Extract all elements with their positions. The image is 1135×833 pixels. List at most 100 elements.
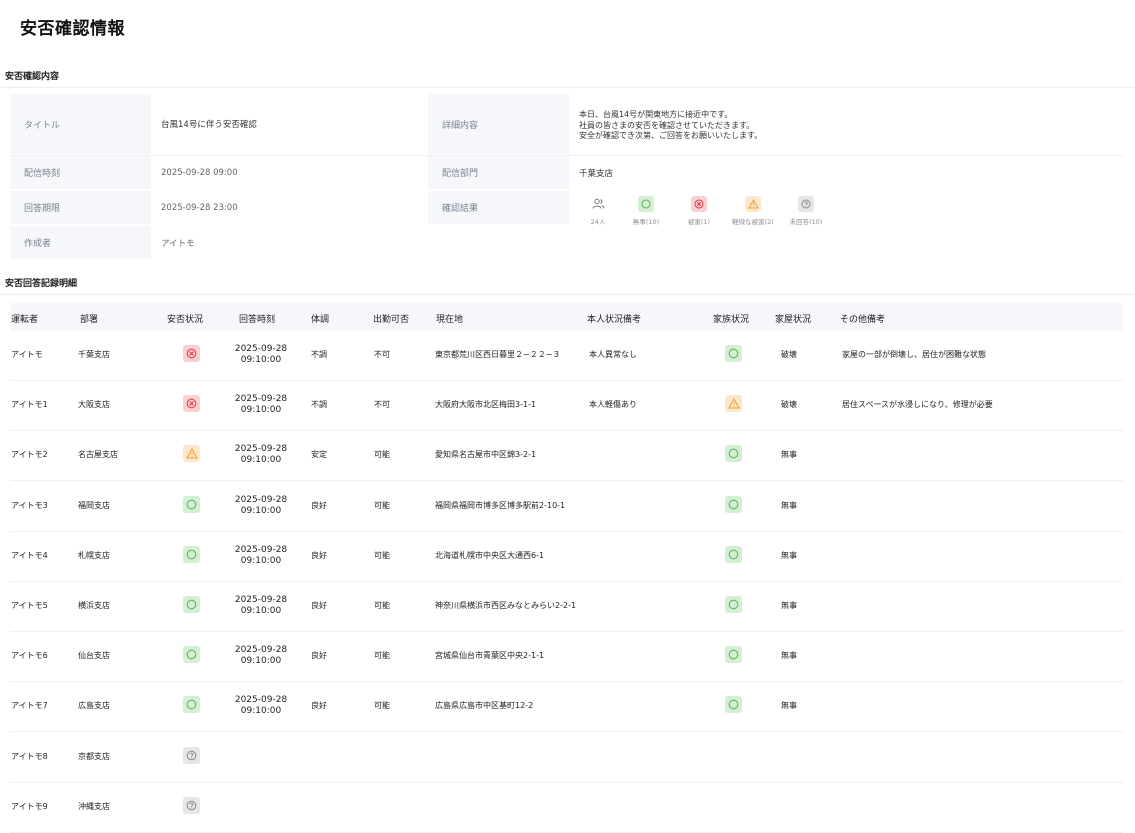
divider: [0, 87, 1135, 88]
safe-circle-icon: [183, 696, 200, 714]
stat-unanswered: 未回答(10): [781, 196, 831, 226]
table-header: 運転者 部署 安否状況 回答時刻 体調 出勤可否 現在地 本人状況備考 家族状況…: [10, 303, 1123, 331]
author-label: 作成者: [10, 226, 151, 259]
self-note-cell: 本人異常なし: [589, 350, 637, 359]
table-row: アイトモ5 横浜支店 2025-09-28 09:10:00 良好 可能 神奈川県横浜市西区…: [10, 582, 1123, 632]
location-cell: 大阪府大阪市北区梅田3-1-1: [435, 400, 537, 410]
dept-cell: 横浜支店: [78, 601, 110, 610]
section-title-content: 安否確認内容: [5, 72, 60, 82]
health-cell: 良好: [311, 601, 327, 610]
col-house: 家屋状況: [775, 315, 812, 325]
minor-warning-icon: [725, 395, 742, 413]
location-cell: 東京都荒川区西日暮里２−２２−３: [435, 350, 561, 359]
house-cell: 無事: [781, 601, 797, 610]
time-cell: 2025-09-28 09:10:00: [234, 394, 288, 416]
house-cell: 無事: [781, 550, 797, 560]
table-row: アイトモ8 京都支店: [10, 733, 1123, 783]
location-cell: 北海道札幌市中央区大通西6-1: [435, 550, 545, 560]
table-row: アイトモ7 広島支店 2025-09-28 09:10:00 良好 可能 広島県広島市中区基…: [10, 682, 1123, 733]
stat-label: 被害(1): [687, 218, 711, 226]
divider: [10, 155, 1123, 156]
minor-warning-icon: [183, 445, 200, 463]
stat-label: 24人: [590, 218, 606, 226]
table-row: アイトモ 千葉支店 2025-09-28 09:10:00 不調 不可 東京都荒川区西日暮里…: [10, 331, 1123, 381]
safe-circle-icon: [725, 445, 742, 463]
safe-circle-icon: [183, 646, 200, 664]
other-note-cell: 家屋の一部が倒壊し、居住が困難な状態: [842, 350, 986, 359]
attend-cell: 不可: [374, 350, 390, 359]
driver-cell: アイトモ: [11, 350, 43, 359]
house-cell: 無事: [781, 500, 797, 510]
table-row: アイトモ2 名古屋支店 2025-09-28 09:10:00 安定 可能 愛知県名古屋市中…: [10, 431, 1123, 482]
location-cell: 広島県広島市中区基町12-2: [435, 701, 534, 711]
col-other: その他備考: [840, 315, 886, 325]
dept-cell: 広島支店: [78, 701, 110, 711]
location-cell: 愛知県名古屋市中区錦3-2-1: [435, 450, 537, 460]
page-title: 安否確認情報: [20, 19, 125, 39]
author-value: アイトモ: [161, 238, 195, 249]
driver-cell: アイトモ7: [11, 701, 48, 711]
unanswered-question-icon: [183, 746, 200, 764]
health-cell: 良好: [311, 701, 327, 711]
dept-cell: 仙台支店: [78, 651, 110, 661]
health-cell: 不調: [311, 350, 327, 359]
users-icon: [590, 196, 606, 212]
deadline-value: 2025-09-28 23:00: [161, 202, 238, 213]
driver-cell: アイトモ4: [11, 550, 48, 560]
sent-time-label: 配信時刻: [10, 156, 151, 189]
col-dept: 部署: [80, 315, 99, 325]
driver-cell: アイトモ6: [11, 651, 48, 661]
dept-cell: 名古屋支店: [78, 450, 118, 460]
info-panel: タイトル 台風14号に伴う安否確認 詳細内容 本日、台風14号が関東地方に接近中…: [10, 94, 1135, 261]
attend-cell: 可能: [374, 601, 390, 610]
health-cell: 良好: [311, 651, 327, 661]
driver-cell: アイトモ8: [11, 751, 48, 761]
dept-cell: 沖縄支店: [78, 801, 110, 811]
col-self-note: 本人状況備考: [587, 315, 642, 325]
col-health: 体調: [311, 315, 330, 325]
time-cell: 2025-09-28 09:10:00: [234, 494, 288, 516]
driver-cell: アイトモ5: [11, 601, 48, 610]
driver-cell: アイトモ3: [11, 500, 48, 510]
self-note-cell: 本人軽傷あり: [589, 400, 637, 410]
time-cell: 2025-09-28 09:10:00: [234, 544, 288, 566]
attend-cell: 可能: [374, 651, 390, 661]
table-row: アイトモ1 大阪支店 2025-09-28 09:10:00 不調 不可 大阪府大阪市北区梅…: [10, 381, 1123, 432]
time-cell: 2025-09-28 09:10:00: [234, 645, 288, 667]
divider: [0, 294, 1135, 295]
sent-time-value: 2025-09-28 09:00: [161, 167, 238, 178]
stat-label: 無事(10): [632, 218, 660, 226]
stat-safe: 無事(10): [621, 196, 671, 226]
title-label: タイトル: [10, 94, 151, 154]
safe-circle-icon: [725, 345, 742, 362]
dept-label: 配信部門: [428, 156, 569, 189]
safe-circle-icon: [725, 696, 742, 714]
minor-warning-icon: [745, 196, 761, 212]
attend-cell: 可能: [374, 550, 390, 560]
safe-circle-icon: [183, 495, 200, 513]
table-row: アイトモ4 札幌支店 2025-09-28 09:10:00 良好 可能 北海道札幌市中央区…: [10, 532, 1123, 582]
col-location: 現在地: [436, 315, 464, 325]
attend-cell: 可能: [374, 500, 390, 510]
unanswered-question-icon: [183, 796, 200, 814]
time-cell: 2025-09-28 09:10:00: [234, 695, 288, 717]
safe-circle-icon: [183, 545, 200, 563]
dept-cell: 京都支店: [78, 751, 110, 761]
damage-cross-icon: [183, 395, 200, 413]
house-cell: 無事: [781, 651, 797, 661]
table-row: アイトモ3 福岡支店 2025-09-28 09:10:00 良好 可能 福岡県福岡市博多区…: [10, 482, 1123, 532]
attend-cell: 不可: [374, 400, 390, 410]
safe-circle-icon: [638, 196, 654, 212]
col-safety: 安否状況: [167, 315, 204, 325]
col-family: 家族状況: [713, 315, 750, 325]
other-note-cell: 居住スペースが水浸しになり、修理が必要: [842, 400, 993, 410]
attend-cell: 可能: [374, 450, 390, 460]
time-cell: 2025-09-28 09:10:00: [234, 444, 288, 466]
safe-circle-icon: [725, 596, 742, 613]
deadline-label: 回答期限: [10, 191, 151, 224]
dept-cell: 大阪支店: [78, 400, 110, 410]
safe-circle-icon: [725, 545, 742, 563]
location-cell: 神奈川県横浜市西区みなとみらい2-2-1: [435, 601, 577, 610]
unanswered-question-icon: [798, 196, 814, 212]
result-label: 確認結果: [428, 191, 569, 224]
